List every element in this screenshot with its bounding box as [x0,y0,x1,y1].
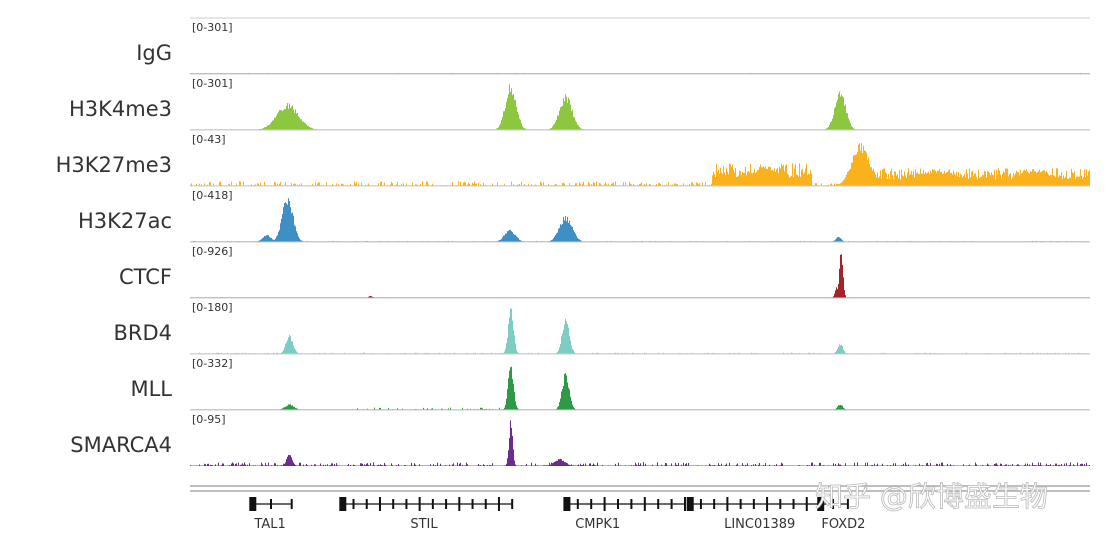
track-name: SMARCA4 [70,433,172,457]
gene-tal1[interactable]: TAL1 [249,497,293,532]
track-brd4: [0-180] BRD4 [113,297,1090,354]
exon [392,499,395,509]
coverage-signal [190,254,1090,298]
exon [805,497,808,511]
track-name: H3K27me3 [56,153,172,177]
gene-label: FOXD2 [821,517,865,532]
exon [630,499,633,509]
data-range-label: [0-926] [192,245,233,258]
track-ctcf: [0-926] CTCF [119,241,1090,298]
exon [458,497,461,511]
exon [563,497,571,511]
data-range-label: [0-43] [192,133,226,146]
exon [290,499,293,509]
exon [832,499,835,509]
coverage-signal [190,308,1090,354]
exon [270,499,272,509]
exon [576,499,579,509]
exon [352,499,355,509]
track-name: BRD4 [113,321,172,345]
data-range-label: [0-95] [192,413,226,426]
watermark: 知乎 @欣博盛生物 [815,480,1048,513]
exon [445,499,448,509]
coverage-signal [190,143,1090,186]
track-name: MLL [130,377,172,401]
data-range-label: [0-180] [192,301,233,314]
exon [339,497,347,511]
gene-cmpk1[interactable]: CMPK1 [563,497,686,532]
track-h3k27ac: [0-418] H3K27ac [78,185,1090,242]
exon [846,499,849,509]
coverage-signal [190,420,1090,466]
exon [590,499,593,509]
track-name: CTCF [119,265,172,289]
exon [418,497,421,511]
data-range-label: [0-418] [192,189,233,202]
gene-label: STIL [410,517,438,532]
gene-label: TAL1 [253,517,285,532]
track-h3k27me3: [0-43] H3K27me3 [56,129,1090,186]
gene-stil[interactable]: STIL [339,497,514,532]
track-smarca4: [0-95] SMARCA4 [70,409,1090,466]
exon [405,499,408,509]
exon [817,497,825,511]
gene-foxd2[interactable]: FOXD2 [817,497,865,532]
gene-linc01389[interactable]: LINC01389 [686,497,821,532]
exon [431,499,434,509]
exon [766,497,769,511]
coverage-signal [190,366,1090,410]
exon [686,497,694,511]
track-name: IgG [136,41,172,65]
track-h3k4me3: [0-301] H3K4me3 [69,73,1090,130]
track-mll: [0-332] MLL [130,353,1090,410]
data-range-label: [0-301] [192,21,233,34]
coverage-signal [190,84,1090,130]
gene-track: TAL1 STIL CMPK1 LINC01389 FOXD2 [249,497,865,532]
exon [603,497,606,511]
track-name: H3K27ac [78,209,172,233]
exon [617,499,619,509]
exon [249,497,257,511]
exon [752,499,755,509]
exon [378,497,381,511]
track-name: H3K4me3 [69,97,172,121]
exon [497,497,500,511]
coverage-signal [190,198,1090,242]
data-range-label: [0-301] [192,77,233,90]
exon [792,499,795,509]
exon [471,499,474,509]
exon [739,499,742,509]
exon [699,499,702,509]
exon [657,499,660,509]
gene-label: CMPK1 [575,517,620,532]
exon [670,499,673,509]
track-igg: [0-301] IgG [136,17,1090,74]
exon [643,497,646,511]
exon [726,497,729,511]
data-range-label: [0-332] [192,357,233,370]
exon [713,499,716,509]
exon [484,499,487,509]
exon [365,499,368,509]
gene-label: LINC01389 [724,517,795,532]
exon [684,497,686,511]
exon [511,499,514,509]
exon [779,499,782,509]
